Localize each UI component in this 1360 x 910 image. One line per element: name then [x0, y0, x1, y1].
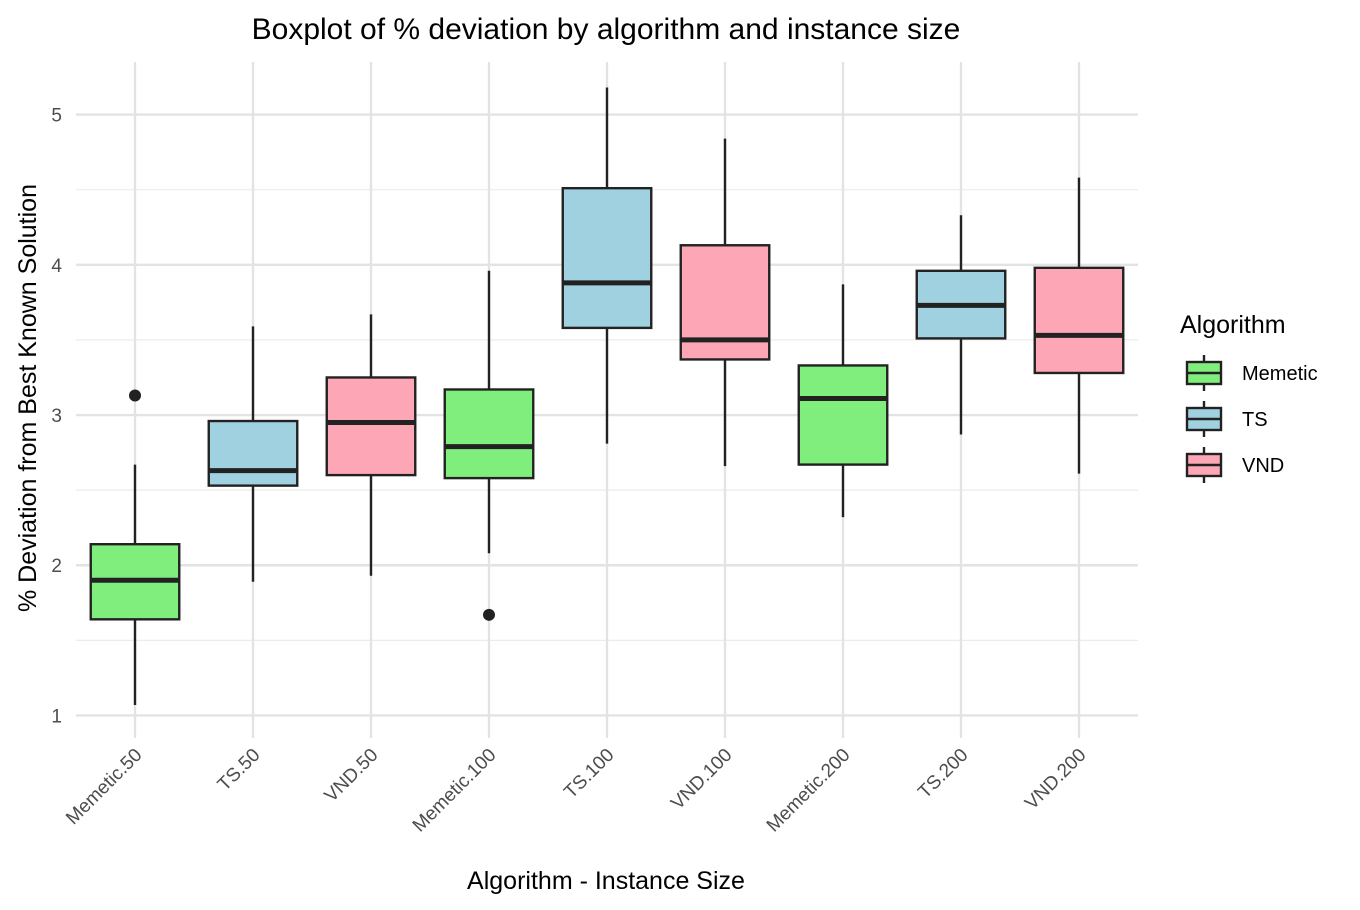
y-tick-label: 2: [51, 556, 62, 577]
box-body: [443, 388, 535, 480]
legend-label: TS: [1242, 409, 1268, 431]
box-VND.200: [1033, 177, 1125, 474]
x-axis-title: Algorithm - Instance Size: [467, 867, 745, 895]
y-axis-title: % Deviation from Best Known Solution: [14, 184, 42, 612]
box-Memetic.200: [797, 284, 889, 518]
x-tick-label: Memetic.100: [409, 745, 501, 837]
y-tick-label: 4: [51, 256, 62, 277]
boxes-layer: [89, 87, 1125, 705]
box-Memetic.50: [89, 389, 181, 705]
x-tick-label: TS.50: [214, 745, 265, 796]
legend-item-vnd: VND: [1185, 447, 1284, 483]
box-body: [325, 376, 417, 477]
box-body: [207, 419, 299, 487]
x-tick-label: TS.100: [560, 745, 618, 803]
outlier-point: [129, 389, 141, 402]
box-TS.100: [561, 87, 653, 444]
x-tick-label: VND.100: [667, 745, 736, 814]
box-TS.50: [207, 326, 299, 582]
legend-item-memetic: Memetic: [1185, 355, 1318, 391]
legend-title: Algorithm: [1180, 311, 1286, 339]
box-body: [797, 364, 889, 466]
outlier-point: [483, 608, 495, 621]
y-tick-label: 5: [51, 106, 62, 127]
legend-label: Memetic: [1242, 363, 1318, 385]
x-tick-label: VND.200: [1021, 745, 1090, 814]
chart-title: Boxplot of % deviation by algorithm and …: [252, 13, 961, 46]
x-tick-label: TS.200: [914, 745, 972, 803]
x-tick-label: Memetic.200: [763, 745, 855, 837]
legend-item-ts: TS: [1185, 401, 1268, 437]
box-Memetic.100: [443, 270, 535, 621]
x-tick-label: VND.50: [321, 745, 383, 807]
box-body: [1033, 266, 1125, 375]
x-tick-label: Memetic.50: [62, 745, 146, 829]
legend-label: VND: [1242, 455, 1284, 477]
box-TS.200: [915, 215, 1007, 435]
x-axis: Memetic.50 TS.50 VND.50 Memetic.100 TS.100 VN…: [62, 745, 1090, 837]
box-VND.100: [679, 138, 771, 467]
y-tick-label: 1: [51, 706, 62, 727]
y-tick-label: 3: [51, 406, 62, 427]
legend: Algorithm Memetic TS VND: [1180, 311, 1318, 483]
box-VND.50: [325, 314, 417, 576]
y-axis: 1 2 3 4 5: [51, 106, 62, 728]
box-body: [561, 186, 653, 330]
